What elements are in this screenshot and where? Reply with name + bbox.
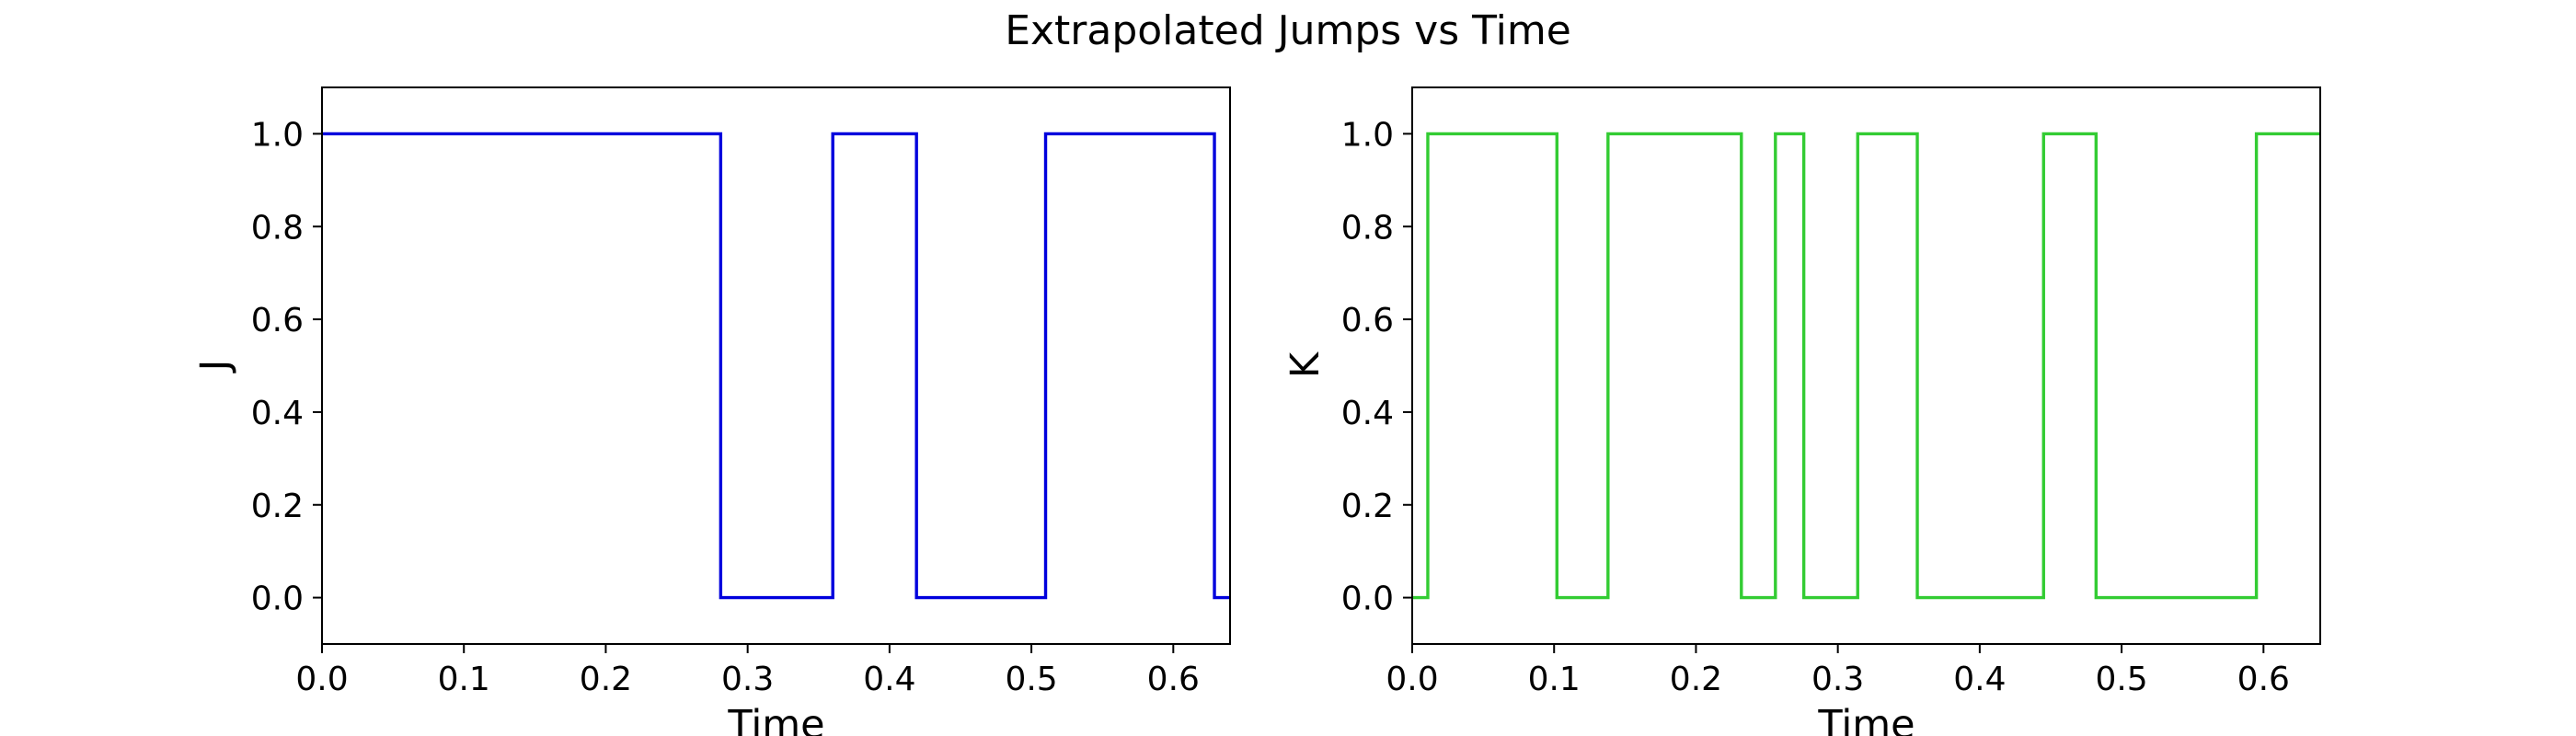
subplot-j-xtick-label: 0.4 [863, 661, 915, 698]
subplot-j-xtick-label: 0.2 [580, 661, 632, 698]
subplot-j-xtick-label: 0.5 [1005, 661, 1057, 698]
subplot-k-xtick-label: 0.6 [2237, 661, 2290, 698]
subplot-j-xtick-label: 0.0 [295, 661, 348, 698]
subplot-j-series-line [322, 132, 1230, 600]
subplot-k-ylabel: K [1282, 351, 1328, 378]
subplot-j-ytick-label: 0.4 [251, 395, 304, 432]
subplot-k-series-line [1412, 132, 2320, 600]
subplot-k-xtick-label: 0.0 [1386, 661, 1438, 698]
subplot-k-ytick-label: 1.0 [1341, 116, 1394, 154]
subplot-k-plot: 0.0 0.1 0.2 0.3 0.4 0.5 0.6 0.0 0.2 0.4 0.6 0.8 1.0 [1341, 86, 2321, 698]
subplot-k-ytick-label: 0.6 [1341, 302, 1394, 339]
subplot-k-ytick-label: 0.2 [1341, 488, 1394, 525]
subplot-j-frame [321, 86, 1231, 645]
subplot-k-xtick-label: 0.2 [1670, 661, 1722, 698]
subplot-j-ylabel: J [192, 360, 238, 374]
subplot-j-ytick-label: 1.0 [251, 116, 304, 154]
subplot-j-ytick-label: 0.6 [251, 302, 304, 339]
subplot-j-ytick-label: 0.0 [251, 581, 304, 618]
subplot-j-plot: 0.0 0.1 0.2 0.3 0.4 0.5 0.6 0.0 0.2 0.4 0.6 0.8 1.0 [251, 86, 1231, 698]
subplot-k: 0.0 0.1 0.2 0.3 0.4 0.5 0.60.00.20.40.60.81.0 … [1282, 86, 2321, 736]
subplot-j-ytick-label: 0.2 [251, 488, 304, 525]
subplot-j-xtick-label: 0.3 [721, 661, 774, 698]
subplot-k-xtick-label: 0.3 [1811, 661, 1864, 698]
subplot-j-xtick-label: 0.6 [1147, 661, 1200, 698]
subplot-k-ytick-label: 0.4 [1341, 395, 1394, 432]
subplot-j-xlabel: Time [727, 702, 824, 736]
subplot-k-xlabel: Time [1817, 702, 1915, 736]
subplot-k-ytick-label: 0.8 [1341, 209, 1394, 247]
subplot-k-xtick-label: 0.5 [2095, 661, 2147, 698]
subplot-j-ytick-label: 0.8 [251, 209, 304, 247]
figure-title: Extrapolated Jumps vs Time [1005, 7, 1571, 54]
subplot-k-frame [1411, 86, 2321, 645]
subplot-j-xtick-label: 0.1 [438, 661, 490, 698]
subplot-k-ytick-label: 0.0 [1341, 581, 1394, 618]
subplot-k-xtick-label: 0.1 [1528, 661, 1581, 698]
subplot-k-xtick-label: 0.4 [1953, 661, 2006, 698]
subplot-j: 0.0 0.1 0.2 0.3 0.4 0.5 0.60.00.20.40.60.81.0 … [192, 86, 1231, 736]
